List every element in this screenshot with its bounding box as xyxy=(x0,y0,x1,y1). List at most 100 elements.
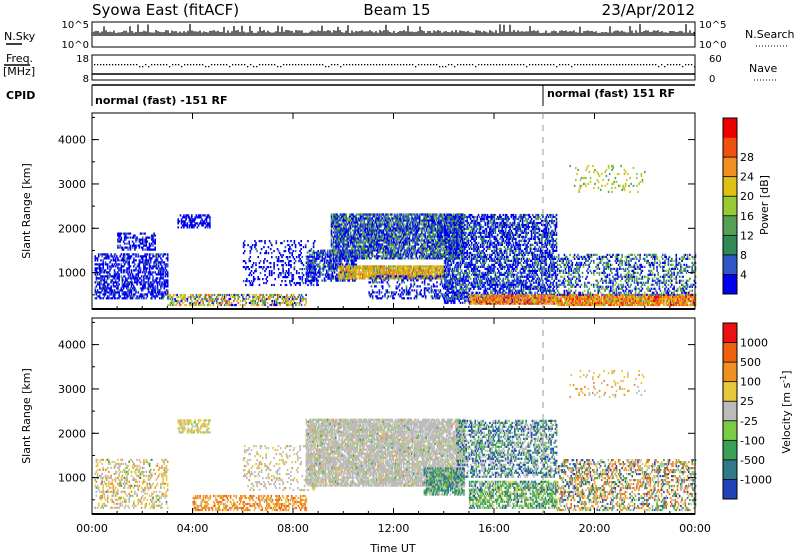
freq-label: Freq. xyxy=(6,52,33,65)
scatter-cell xyxy=(319,266,321,268)
scatter-cell xyxy=(429,233,431,235)
scatter-cell xyxy=(284,296,286,298)
scatter-cell xyxy=(421,229,423,231)
scatter-cell xyxy=(368,255,370,257)
scatter-cell xyxy=(436,219,438,221)
scatter-cell xyxy=(388,225,390,227)
scatter-cell xyxy=(394,257,396,259)
scatter-cell xyxy=(142,257,144,259)
scatter-cell xyxy=(360,275,362,277)
scatter-cell xyxy=(401,213,403,215)
scatter-cell xyxy=(202,302,204,304)
scatter-cell xyxy=(260,260,262,262)
scatter-cell xyxy=(342,223,344,225)
scatter-cell xyxy=(438,247,440,249)
scatter-cell xyxy=(285,262,287,264)
scatter-cell xyxy=(305,294,307,296)
scatter-cell xyxy=(374,245,376,247)
scatter-cell xyxy=(409,217,411,219)
scatter-cell xyxy=(392,219,394,221)
scatter-cell xyxy=(339,243,341,245)
scatter-cell xyxy=(400,215,402,217)
scatter-cell xyxy=(350,243,352,245)
scatter-cell xyxy=(115,293,117,295)
scatter-cell xyxy=(411,255,413,257)
scatter-cell xyxy=(341,260,343,262)
scatter-cell xyxy=(273,284,275,286)
scatter-cell xyxy=(95,289,97,291)
scatter-cell xyxy=(403,229,405,231)
scatter-cell xyxy=(422,249,424,251)
scatter-cell xyxy=(121,253,123,255)
freq-sample xyxy=(448,64,449,65)
scatter-cell xyxy=(108,275,110,277)
freq-sample xyxy=(289,64,290,65)
scatter-cell xyxy=(167,271,169,273)
scatter-cell xyxy=(99,273,101,275)
scatter-cell xyxy=(352,219,354,221)
scatter-cell xyxy=(370,247,372,249)
scatter-cell xyxy=(442,245,444,247)
scatter-cell xyxy=(288,270,290,272)
scatter-cell xyxy=(399,237,401,239)
scatter-cell xyxy=(209,298,211,300)
scatter-cell xyxy=(347,260,349,262)
scatter-cell xyxy=(278,274,280,276)
scatter-cell xyxy=(432,239,434,241)
scatter-cell xyxy=(148,261,150,263)
scatter-cell xyxy=(289,256,291,258)
scatter-cell xyxy=(396,217,398,219)
scatter-cell xyxy=(152,253,154,255)
freq-sample xyxy=(415,66,416,67)
scatter-cell xyxy=(251,280,253,282)
cpid-label: CPID xyxy=(6,89,35,102)
scatter-cell xyxy=(371,255,373,257)
scatter-cell xyxy=(102,259,104,261)
scatter-cell xyxy=(311,262,313,264)
scatter-cell xyxy=(138,275,140,277)
scatter-cell xyxy=(276,300,278,302)
scatter-cell xyxy=(365,243,367,245)
freq-sample xyxy=(589,64,590,65)
scatter-cell xyxy=(110,293,112,295)
scatter-cell xyxy=(290,248,292,250)
scatter-cell xyxy=(305,278,307,280)
scatter-cell xyxy=(335,241,337,243)
scatter-cell xyxy=(419,223,421,225)
scatter-cell xyxy=(96,297,98,299)
scatter-cell xyxy=(264,274,266,276)
scatter-cell xyxy=(123,249,125,251)
freq-sample xyxy=(676,64,677,65)
scatter-cell xyxy=(313,244,315,246)
scatter-cell xyxy=(347,223,349,225)
scatter-cell xyxy=(110,285,112,287)
freq-sample xyxy=(532,64,533,65)
freq-sample xyxy=(403,64,404,65)
scatter-cell xyxy=(282,260,284,262)
scatter-cell xyxy=(173,304,175,306)
scatter-cell xyxy=(359,251,361,253)
freq-sample xyxy=(250,64,251,65)
scatter-cell xyxy=(225,296,227,298)
scatter-cell xyxy=(342,247,344,249)
scatter-cell xyxy=(145,257,147,259)
scatter-cell xyxy=(127,287,129,289)
scatter-cell xyxy=(108,271,110,273)
scatter-cell xyxy=(385,215,387,217)
scatter-cell xyxy=(209,304,211,306)
freq-sample xyxy=(652,64,653,65)
scatter-cell xyxy=(167,285,169,287)
scatter-cell xyxy=(425,235,427,237)
scatter-cell xyxy=(108,283,110,285)
scatter-cell xyxy=(252,298,254,300)
scatter-cell xyxy=(318,264,320,266)
scatter-cell xyxy=(96,293,98,295)
scatter-cell xyxy=(180,304,182,306)
scatter-cell xyxy=(423,229,425,231)
scatter-cell xyxy=(145,271,147,273)
scatter-cell xyxy=(124,259,126,261)
scatter-cell xyxy=(252,264,254,266)
scatter-cell xyxy=(442,215,444,217)
scatter-cell xyxy=(152,283,154,285)
freq-sample xyxy=(667,64,668,65)
